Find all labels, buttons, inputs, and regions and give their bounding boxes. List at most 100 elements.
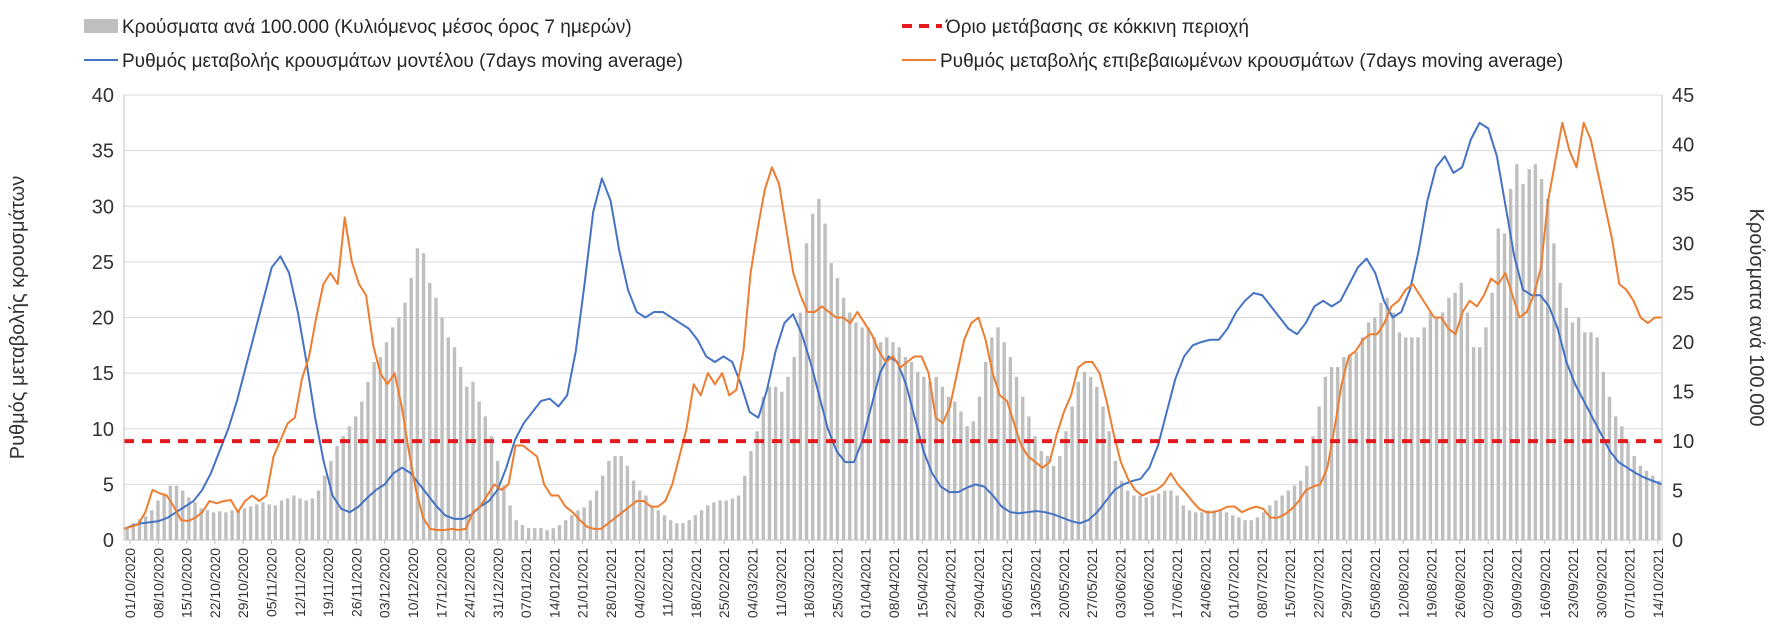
case-bar: [471, 381, 475, 540]
case-bar: [1651, 475, 1655, 540]
case-bar: [1595, 337, 1599, 540]
case-bar: [650, 505, 654, 540]
case-bar: [1521, 184, 1525, 540]
case-bar: [1286, 490, 1291, 540]
case-bar: [1187, 510, 1192, 540]
x-tick-label: 31/12/2020: [490, 548, 506, 618]
legend-swatch: [84, 19, 118, 33]
case-bar: [588, 500, 593, 540]
bar-series-cases-per-100k: [125, 164, 1661, 541]
case-bar: [434, 297, 438, 540]
case-bar: [1496, 228, 1501, 540]
x-tick-label: 20/05/2021: [1056, 548, 1072, 618]
right-tick-label: 45: [1672, 85, 1694, 107]
left-axis-title: Ρυθμός μεταβολής κρουσμάτων: [7, 176, 29, 460]
case-bar: [168, 485, 173, 540]
case-bar: [421, 253, 426, 540]
case-bar: [1268, 505, 1272, 540]
case-bar: [329, 460, 333, 540]
case-bar: [1490, 292, 1494, 540]
case-bar: [360, 401, 364, 540]
case-bar: [1002, 342, 1006, 540]
right-tick-label: 10: [1672, 431, 1694, 453]
x-tick-label: 28/01/2021: [603, 548, 619, 618]
x-tick-label: 11/03/2021: [773, 548, 789, 617]
case-bar: [563, 520, 568, 540]
case-bar: [1576, 317, 1581, 540]
case-bar: [1607, 396, 1612, 540]
case-bar: [514, 520, 518, 540]
case-bar: [656, 510, 660, 540]
case-bar: [1583, 332, 1587, 540]
case-bar: [353, 416, 358, 540]
x-tick-label: 23/09/2021: [1565, 548, 1581, 618]
x-tick-label: 25/02/2021: [716, 548, 732, 618]
case-bar: [767, 386, 772, 540]
case-bar: [1305, 465, 1309, 540]
case-bar: [335, 446, 339, 540]
x-tick-label: 19/11/2020: [320, 548, 336, 617]
case-bar: [218, 511, 222, 540]
case-bar: [817, 198, 821, 540]
case-bar: [390, 327, 395, 540]
case-bar: [625, 465, 630, 540]
case-bar: [1249, 520, 1253, 540]
case-bar: [928, 381, 932, 540]
right-tick-label: 40: [1672, 134, 1694, 156]
case-bar: [1515, 164, 1519, 540]
case-bar: [1484, 327, 1488, 540]
case-bar: [211, 512, 216, 540]
case-bar: [1132, 495, 1136, 540]
case-bar: [557, 525, 562, 540]
case-bar: [1422, 327, 1426, 540]
case-bar: [934, 376, 938, 540]
case-bar: [1144, 497, 1148, 540]
case-bar: [409, 277, 413, 540]
case-bar: [428, 282, 432, 540]
legend-label: Όριο μετάβασης σε κόκκινη περιοχή: [945, 17, 1249, 38]
case-bar: [1051, 465, 1056, 540]
x-tick-label: 15/10/2020: [179, 548, 195, 618]
x-tick-label: 01/07/2021: [1226, 548, 1242, 618]
model-rate-line: [123, 121, 1663, 530]
case-bar: [1298, 480, 1303, 540]
case-bar: [199, 508, 203, 540]
x-tick-label: 29/07/2021: [1339, 548, 1355, 618]
case-bar: [749, 451, 753, 540]
case-bar: [792, 357, 796, 540]
case-bar: [1508, 188, 1513, 540]
case-bar: [1657, 480, 1661, 540]
case-bar: [1317, 406, 1321, 540]
case-bar: [1150, 495, 1155, 540]
case-bar: [761, 396, 765, 540]
case-bar: [1014, 376, 1019, 540]
case-bar: [539, 528, 543, 540]
case-bar: [594, 490, 599, 540]
case-bar: [687, 520, 691, 540]
case-bar: [1459, 282, 1463, 540]
case-bar: [1101, 406, 1105, 540]
left-tick-label: 30: [92, 196, 114, 218]
case-bar: [1212, 510, 1216, 540]
case-bar: [440, 317, 444, 540]
left-tick-label: 40: [92, 85, 114, 107]
case-bar: [712, 502, 716, 540]
case-bar: [1373, 317, 1377, 540]
case-bar: [1119, 480, 1124, 540]
case-bar: [526, 528, 531, 540]
case-bar: [1403, 337, 1408, 540]
case-bar: [1558, 282, 1562, 540]
right-tick-label: 25: [1672, 283, 1694, 305]
case-bar: [743, 475, 747, 540]
case-bar: [638, 490, 642, 540]
case-bar: [662, 515, 667, 540]
case-bar: [304, 500, 308, 540]
x-tick-label: 25/03/2021: [829, 548, 845, 618]
case-bar: [755, 431, 759, 540]
case-bar: [1527, 169, 1531, 541]
case-bar: [150, 510, 154, 540]
case-bar: [730, 498, 735, 540]
case-bar: [1379, 302, 1383, 540]
case-bar: [699, 510, 704, 540]
case-bar: [310, 498, 315, 540]
